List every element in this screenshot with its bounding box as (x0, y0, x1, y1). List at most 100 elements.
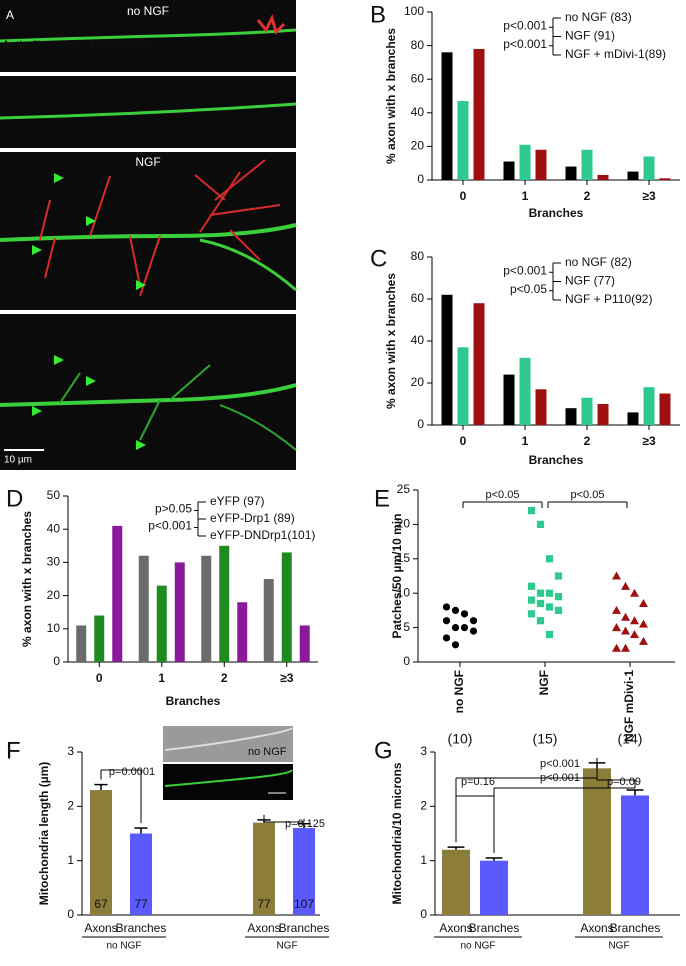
panel-letter: C (370, 245, 387, 272)
dot (527, 507, 536, 515)
x-tick-label: NGF mDivi-1 (622, 670, 636, 742)
inset-label: no NGF (248, 746, 287, 758)
group-count: (15) (533, 731, 558, 747)
bar-label: Axons (439, 921, 472, 935)
bar (441, 294, 453, 425)
x-tick-label: 0 (460, 189, 467, 203)
bar (473, 303, 485, 425)
y-axis-title: % axon with x branches (20, 511, 34, 647)
dot (639, 619, 648, 628)
y-tick-label: 2 (420, 799, 427, 813)
bar (581, 397, 593, 425)
dot (545, 589, 554, 597)
bar (94, 615, 105, 662)
dot (621, 581, 630, 590)
image (0, 314, 296, 470)
bar-label: Axons (580, 921, 613, 935)
p-value: p<0.001 (503, 18, 547, 32)
x-tick-label: 2 (221, 671, 228, 685)
dot (639, 636, 648, 645)
dot (554, 572, 563, 580)
condition-label: no NGF (127, 4, 169, 18)
bar (90, 790, 112, 915)
y-tick-label: 20 (411, 375, 425, 389)
dot (545, 603, 554, 611)
dot (527, 596, 536, 604)
bar (503, 374, 515, 425)
y-tick-label: 30 (47, 555, 61, 569)
bar (76, 625, 87, 662)
bar (565, 408, 577, 425)
y-axis-title: Mitochondria length (µm) (37, 762, 51, 906)
y-tick-label: 20 (397, 517, 411, 531)
y-tick-label: 20 (47, 588, 61, 602)
y-axis-title: Mitochondria/10 microns (390, 762, 404, 904)
stain-label: Microtubules (90, 38, 158, 52)
panel-letter: D (6, 485, 23, 512)
x-tick-label: 2 (584, 189, 591, 203)
bar (519, 357, 531, 425)
dot (554, 606, 563, 614)
p-value: p<0.001 (503, 263, 547, 277)
x-tick-label: 1 (522, 434, 529, 448)
group-count: (14) (618, 731, 643, 747)
dot (527, 610, 536, 618)
p-value: p<0.001 (503, 37, 547, 51)
p-value: p=0.0001 (109, 766, 155, 778)
dot (621, 612, 630, 621)
group-label: no NGF (106, 941, 141, 952)
legend-label: NGF (77) (565, 274, 615, 288)
x-tick-label: 0 (460, 434, 467, 448)
count-label: 107 (294, 897, 314, 911)
dot (536, 520, 545, 528)
p-value: p<0.001 (540, 758, 580, 770)
dot (612, 605, 621, 614)
dot (536, 599, 545, 608)
bar (457, 101, 469, 180)
dot (442, 617, 451, 625)
y-tick-label: 20 (411, 139, 425, 153)
bar (581, 149, 593, 180)
legend-label: no NGF (83) (565, 10, 632, 24)
bar (299, 625, 310, 662)
dot (460, 624, 469, 632)
y-tick-label: 3 (67, 744, 74, 758)
count-label: 77 (257, 897, 271, 911)
legend-label: eYFP-Drp1 (89) (210, 511, 295, 525)
group-label: NGF (608, 941, 629, 952)
axon (199, 238, 297, 292)
x-tick-label: 1 (522, 189, 529, 203)
bar (565, 166, 577, 180)
inset-axon (164, 727, 293, 751)
bar (597, 404, 609, 425)
y-tick-label: 3 (420, 744, 427, 758)
dot (451, 641, 460, 649)
x-tick-label: ≥3 (642, 434, 656, 448)
y-tick-label: 0 (403, 654, 410, 668)
dot (469, 617, 478, 625)
legend-label: NGF + P110(92) (565, 292, 652, 306)
y-tick-label: 80 (411, 249, 425, 263)
actin (256, 13, 286, 35)
dot (612, 623, 621, 632)
bar (597, 174, 609, 180)
dot (545, 630, 554, 639)
count-label: 67 (94, 897, 108, 911)
bar (174, 562, 185, 662)
dot (612, 643, 621, 652)
y-tick-label: 40 (411, 105, 425, 119)
dot (451, 624, 460, 632)
y-tick-label: 0 (420, 907, 427, 921)
y-tick-label: 60 (411, 71, 425, 85)
bar-label: Branches (610, 921, 661, 935)
bar-label: Axons (84, 921, 117, 935)
bar (480, 860, 508, 915)
x-tick-label: 2 (584, 434, 591, 448)
y-tick-label: 40 (411, 333, 425, 347)
x-tick-label: NGF (537, 670, 551, 695)
dot (451, 606, 460, 615)
axon (0, 102, 297, 120)
scale-label: 10 µm (4, 455, 32, 466)
y-axis-title: % axon with x branches (384, 28, 398, 164)
bar-label: Axons (247, 921, 280, 935)
